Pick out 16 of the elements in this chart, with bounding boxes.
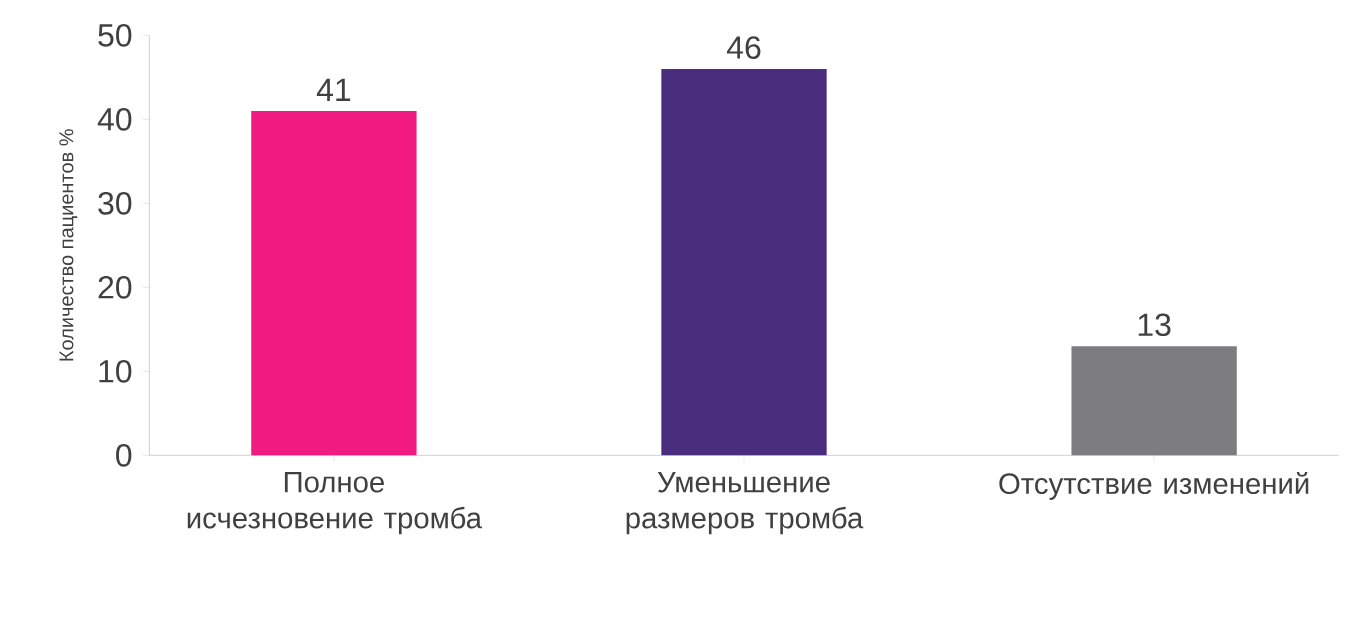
y-tick-label: 30	[98, 192, 132, 215]
bar	[661, 68, 827, 456]
x-tick-label: Уменьшение размеров тромба	[626, 472, 864, 535]
y-axis-title: Количество пациентов %	[59, 129, 78, 361]
data-label: 13	[1138, 313, 1171, 337]
bar	[1071, 346, 1237, 456]
data-label: 46	[726, 36, 761, 59]
y-tick-label: 0	[116, 444, 132, 467]
y-tick-label: 50	[98, 24, 132, 47]
bar	[251, 110, 417, 456]
x-tick-label: Отсутствие изменений	[999, 472, 1309, 500]
y-tick-label: 10	[99, 360, 132, 383]
y-tick-label: 20	[98, 276, 132, 299]
y-tick-label: 40	[97, 108, 132, 131]
data-label: 41	[316, 78, 351, 101]
x-tick-label: Полное исчезновение тромба	[187, 472, 482, 535]
